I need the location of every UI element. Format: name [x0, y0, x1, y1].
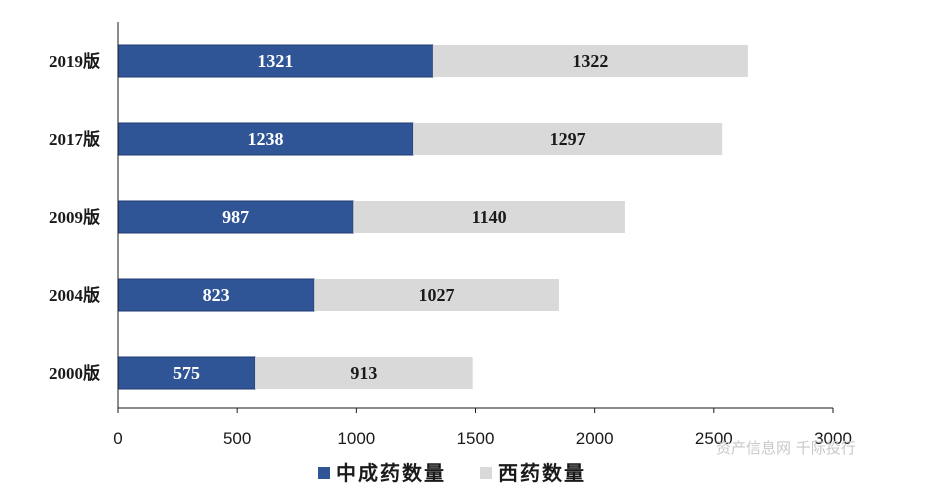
data-label-series2-3: 1027 [419, 285, 455, 305]
category-label-0: 2019版 [49, 51, 100, 71]
data-label-series1-2: 987 [222, 207, 249, 227]
data-label-series1-4: 575 [173, 363, 200, 383]
legend-label-series2: 西药数量 [498, 461, 586, 485]
bar-series1-3 [117, 278, 315, 312]
x-tick-label-3: 1500 [457, 429, 495, 448]
legend-swatch-series1 [318, 467, 330, 479]
bar-series2-4 [255, 357, 473, 389]
x-tick-label-5: 2500 [695, 429, 733, 448]
data-label-series2-2: 1140 [472, 207, 507, 227]
bar-series2-0 [432, 45, 748, 77]
bar-series1-0 [117, 44, 434, 78]
category-label-3: 2004版 [49, 285, 100, 305]
bar-group: 1321 1322 1238 1297 987 1140 823 1027 575 913 [117, 44, 748, 390]
x-tick-label-2: 1000 [337, 429, 375, 448]
bar-series1-4 [117, 356, 256, 390]
x-tick-label-4: 2000 [576, 429, 614, 448]
legend-label-series1: 中成药数量 [336, 461, 446, 485]
bar-series2-2 [353, 201, 625, 233]
legend-swatch-series2 [480, 467, 492, 479]
data-label-series1-1: 1238 [248, 129, 284, 149]
data-label-series1-3: 823 [203, 285, 230, 305]
watermark-text: 资产信息网 千际投行 [716, 439, 856, 457]
axes: 2019版 2017版 2009版 2004版 2000版 0 500 1000 1500 200… [49, 22, 852, 448]
category-label-1: 2017版 [49, 129, 100, 149]
x-tick-label-6: 3000 [814, 429, 852, 448]
data-label-series2-4: 913 [350, 363, 377, 383]
bar-series2-3 [314, 279, 559, 311]
bar-series1-1 [117, 122, 414, 156]
category-label-2: 2009版 [49, 207, 100, 227]
data-label-series2-0: 1322 [572, 51, 608, 71]
bar-series2-1 [413, 123, 723, 155]
category-label-4: 2000版 [49, 363, 100, 383]
legend: 中成药数量 西药数量 [318, 461, 586, 485]
x-tick-label-0: 0 [113, 429, 122, 448]
x-tick-label-1: 500 [223, 429, 251, 448]
data-label-series1-0: 1321 [257, 51, 293, 71]
data-label-series2-1: 1297 [550, 129, 586, 149]
